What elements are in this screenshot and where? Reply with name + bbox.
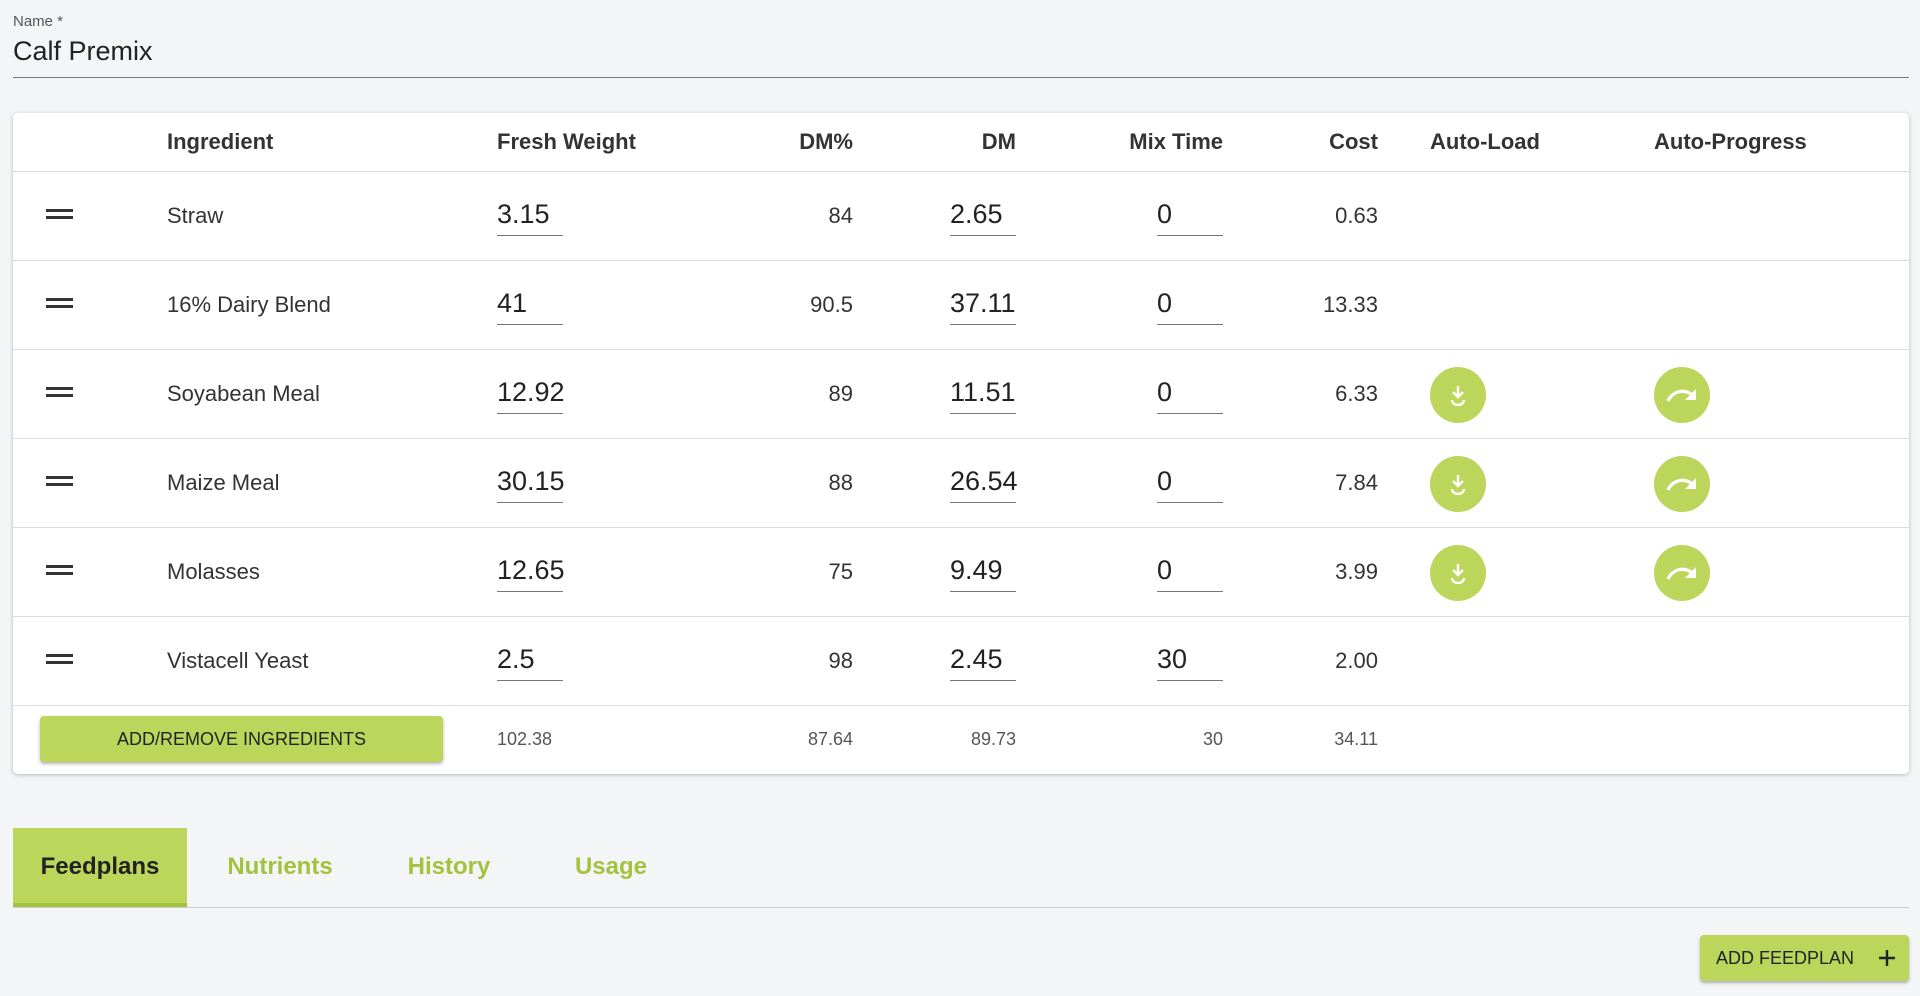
drag-handle[interactable] — [46, 564, 73, 575]
row-divider — [13, 705, 1909, 706]
fresh-weight-input[interactable]: 2.5 — [497, 640, 563, 681]
dm-input[interactable]: 11.51 — [950, 373, 1016, 414]
mix-time-input[interactable]: 0 — [1157, 551, 1223, 592]
cost: 7.84 — [1335, 469, 1378, 495]
cost: 13.33 — [1322, 291, 1378, 317]
dm-input[interactable]: 9.49 — [950, 551, 1016, 592]
row-divider — [13, 260, 1909, 261]
tab[interactable]: Nutrients — [227, 853, 333, 880]
cost: 6.33 — [1335, 380, 1378, 406]
ingredient-name: 16% Dairy Blend — [167, 291, 331, 317]
column-header: Mix Time — [1129, 129, 1223, 154]
name-input[interactable]: Calf Premix — [13, 36, 153, 66]
tab-active[interactable]: Feedplans — [13, 828, 187, 907]
column-header: Auto-Load — [1430, 129, 1540, 154]
add-feedplan-button[interactable]: ADD FEEDPLAN — [1700, 935, 1909, 981]
dm-input[interactable]: 2.65 — [950, 195, 1016, 236]
dm-input[interactable]: 37.11 — [950, 284, 1016, 325]
dm-percent: 88 — [828, 469, 853, 495]
column-header: Cost — [1329, 129, 1378, 154]
auto-load-button[interactable] — [1430, 544, 1486, 601]
auto-load-button[interactable] — [1430, 455, 1486, 512]
cost: 0.63 — [1335, 202, 1378, 228]
mix-time-input[interactable]: 0 — [1157, 373, 1223, 414]
ingredients-table: Ingredient Fresh Weight DM% DM Mix Time Cost A… — [13, 113, 1909, 774]
cost: 2.00 — [1335, 647, 1378, 673]
row-divider — [13, 349, 1909, 350]
dm-input[interactable]: 26.54 — [950, 462, 1018, 503]
input-underline — [13, 77, 1909, 78]
column-header: DM% — [799, 129, 853, 154]
tab-label: Feedplans — [40, 853, 160, 880]
dm-percent: 75 — [828, 558, 853, 584]
mix-time-input[interactable]: 0 — [1157, 195, 1223, 236]
plus-icon — [1879, 950, 1895, 966]
tab[interactable]: Usage — [574, 853, 648, 880]
fresh-weight-input[interactable]: 30.15 — [497, 462, 565, 503]
fresh-weight-input[interactable]: 41 — [497, 284, 563, 325]
dm-percent: 84 — [828, 202, 853, 228]
drag-handle[interactable] — [46, 653, 73, 664]
row-divider — [13, 616, 1909, 617]
drag-handle[interactable] — [46, 386, 73, 397]
mix-time-input[interactable]: 30 — [1157, 640, 1223, 681]
button-label: ADD/REMOVE INGREDIENTS — [116, 729, 367, 749]
ingredient-name: Straw — [167, 202, 224, 228]
drag-handle[interactable] — [46, 475, 73, 486]
drag-handle[interactable] — [46, 297, 73, 308]
dm-percent: 98 — [828, 647, 853, 673]
dm-percent: 89 — [828, 380, 853, 406]
row-divider — [13, 438, 1909, 439]
row-divider — [13, 171, 1909, 172]
total-cost: 34.11 — [1334, 729, 1378, 749]
auto-progress-button[interactable] — [1654, 544, 1710, 601]
auto-progress-button[interactable] — [1654, 366, 1710, 423]
cost: 3.99 — [1335, 558, 1378, 584]
field-label: Name * — [13, 13, 64, 30]
auto-progress-button[interactable] — [1654, 455, 1710, 512]
ingredient-name: Molasses — [167, 558, 260, 584]
total-dm-percent: 87.64 — [807, 729, 853, 749]
tabs-divider — [13, 907, 1909, 908]
column-header: Auto-Progress — [1654, 129, 1807, 154]
ingredient-name: Soyabean Meal — [167, 380, 320, 406]
button-label: ADD FEEDPLAN — [1716, 948, 1855, 968]
column-header: DM — [981, 129, 1016, 154]
total-dm: 89.73 — [970, 729, 1016, 749]
dm-input[interactable]: 2.45 — [950, 640, 1016, 681]
mix-time-input[interactable]: 0 — [1157, 462, 1223, 503]
fresh-weight-input[interactable]: 3.15 — [497, 195, 563, 236]
dm-percent: 90.5 — [810, 291, 853, 317]
fresh-weight-input[interactable]: 12.92 — [497, 373, 565, 414]
column-header: Fresh Weight — [497, 129, 636, 154]
add-remove-ingredients-button[interactable]: ADD/REMOVE INGREDIENTS — [40, 716, 443, 762]
total-fresh-weight: 102.38 — [497, 729, 553, 749]
fresh-weight-input[interactable]: 12.65 — [497, 551, 565, 592]
auto-load-button[interactable] — [1430, 366, 1486, 423]
tab[interactable]: History — [407, 853, 491, 880]
total-mix-time: 30 — [1202, 729, 1223, 749]
ingredient-name: Maize Meal — [167, 469, 280, 495]
row-divider — [13, 527, 1909, 528]
ingredient-name: Vistacell Yeast — [167, 647, 309, 673]
drag-handle[interactable] — [46, 208, 73, 219]
mix-time-input[interactable]: 0 — [1157, 284, 1223, 325]
column-header: Ingredient — [167, 129, 274, 154]
